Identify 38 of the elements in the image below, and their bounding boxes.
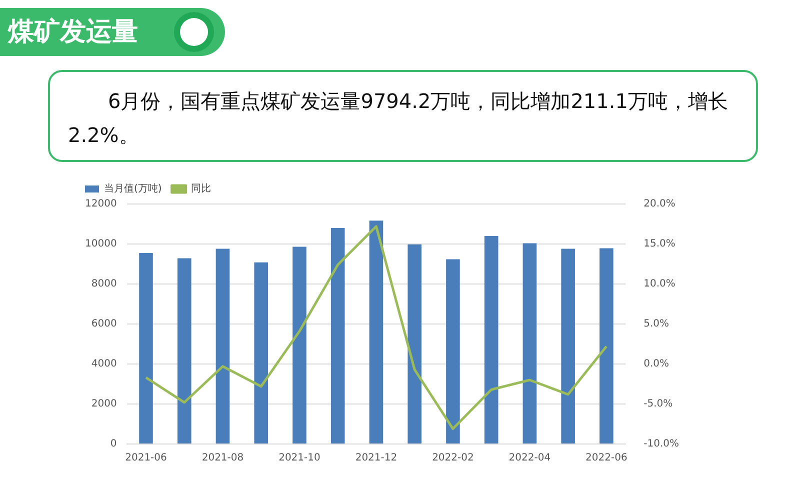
bar <box>216 248 230 444</box>
y2-tick-label: 10.0% <box>644 278 676 290</box>
legend-label: 当月值(万吨) <box>104 182 162 195</box>
y-tick-label: 4000 <box>91 358 117 370</box>
bar <box>254 262 268 444</box>
bar <box>369 220 384 444</box>
x-tick-label: 2022-04 <box>508 452 551 464</box>
bar <box>600 248 614 444</box>
bar <box>408 244 422 444</box>
bar <box>139 253 153 444</box>
x-tick-label: 2021-10 <box>278 452 320 464</box>
bar <box>330 228 345 444</box>
bar <box>446 259 460 444</box>
x-tick-label: 2021-08 <box>202 452 244 464</box>
y2-tick-label: 5.0% <box>644 318 670 330</box>
y2-tick-label: 0.0% <box>644 358 670 370</box>
y2-tick-label: 15.0% <box>644 238 676 250</box>
y-tick-label: 6000 <box>91 318 117 330</box>
y-tick-label: 10000 <box>85 238 117 250</box>
bar <box>292 246 306 444</box>
bar <box>561 248 575 444</box>
legend-label: 同比 <box>190 182 211 195</box>
y-tick-label: 12000 <box>85 198 117 210</box>
y-tick-label: 2000 <box>91 398 117 410</box>
x-tick-label: 2022-02 <box>432 452 474 464</box>
y-tick-label: 8000 <box>91 278 117 290</box>
bar <box>484 236 498 444</box>
x-tick-label: 2021-12 <box>355 452 398 464</box>
y-tick-label: 0 <box>110 438 117 450</box>
bar <box>522 243 537 444</box>
y2-tick-label: -10.0% <box>644 438 680 450</box>
x-tick-label: 2021-06 <box>125 452 167 464</box>
y2-tick-label: 20.0% <box>644 198 676 210</box>
y2-tick-label: -5.0% <box>644 398 673 410</box>
chart-title: 煤矿发运量 <box>8 16 138 49</box>
bar <box>177 258 192 444</box>
x-tick-label: 2022-06 <box>586 452 628 464</box>
text: 6月份，国有重点煤矿发运量9794.2万吨，同比增加211.1万吨，增长2.2%。 <box>48 70 758 162</box>
